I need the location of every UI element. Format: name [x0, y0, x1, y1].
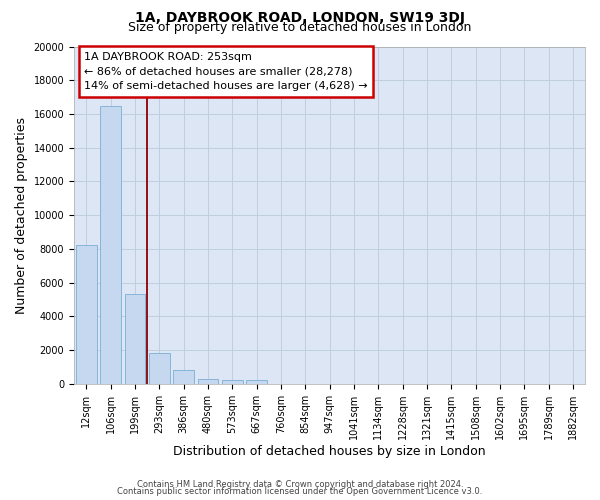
Bar	[197, 378, 218, 384]
Text: Contains public sector information licensed under the Open Government Licence v3: Contains public sector information licen…	[118, 487, 482, 496]
Bar	[173, 370, 194, 384]
Bar	[149, 354, 170, 384]
X-axis label: Distribution of detached houses by size in London: Distribution of detached houses by size …	[173, 444, 486, 458]
Bar	[100, 106, 121, 384]
Bar	[222, 380, 242, 384]
Y-axis label: Number of detached properties: Number of detached properties	[15, 116, 28, 314]
Bar	[125, 294, 145, 384]
Text: Size of property relative to detached houses in London: Size of property relative to detached ho…	[128, 22, 472, 35]
Bar	[246, 380, 267, 384]
Text: Contains HM Land Registry data © Crown copyright and database right 2024.: Contains HM Land Registry data © Crown c…	[137, 480, 463, 489]
Text: 1A, DAYBROOK ROAD, LONDON, SW19 3DJ: 1A, DAYBROOK ROAD, LONDON, SW19 3DJ	[135, 11, 465, 25]
Bar	[76, 246, 97, 384]
Text: 1A DAYBROOK ROAD: 253sqm
← 86% of detached houses are smaller (28,278)
14% of se: 1A DAYBROOK ROAD: 253sqm ← 86% of detach…	[84, 52, 368, 91]
